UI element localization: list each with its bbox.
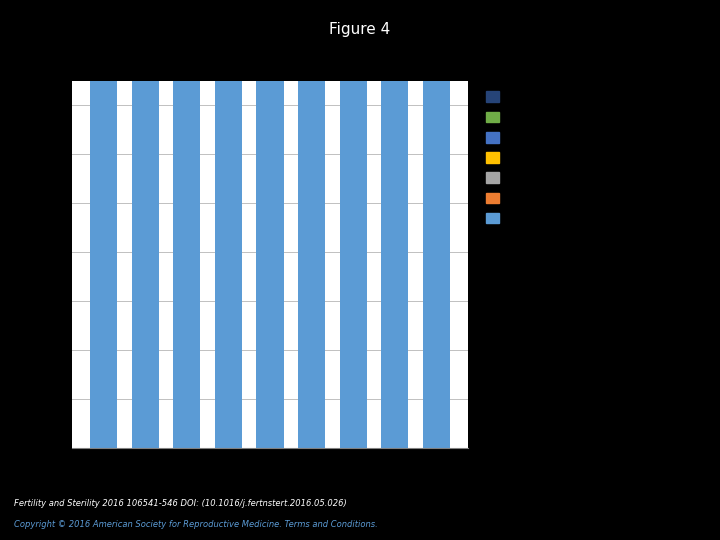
Bar: [423, 0, 450, 448]
Bar: [90, 0, 117, 448]
Text: Fertility and Sterility 2016 106541-546 DOI: (10.1016/j.fertnstert.2016.05.026): Fertility and Sterility 2016 106541-546 …: [14, 498, 347, 508]
Text: Figure 4: Figure 4: [329, 22, 391, 37]
Bar: [215, 0, 242, 448]
Bar: [298, 0, 325, 448]
Bar: [256, 0, 284, 448]
Text: Copyright © 2016 American Society for Reproductive Medicine. Terms and Condition: Copyright © 2016 American Society for Re…: [14, 520, 378, 529]
Legend: Psychological, Anesthetic Complication, Medication Side Effect, Infection, Hemor: Psychological, Anesthetic Complication, …: [481, 86, 640, 229]
Bar: [382, 0, 408, 448]
Bar: [340, 0, 366, 448]
Bar: [174, 0, 200, 448]
Bar: [132, 0, 158, 448]
Text: Risks: Risks: [72, 56, 125, 74]
